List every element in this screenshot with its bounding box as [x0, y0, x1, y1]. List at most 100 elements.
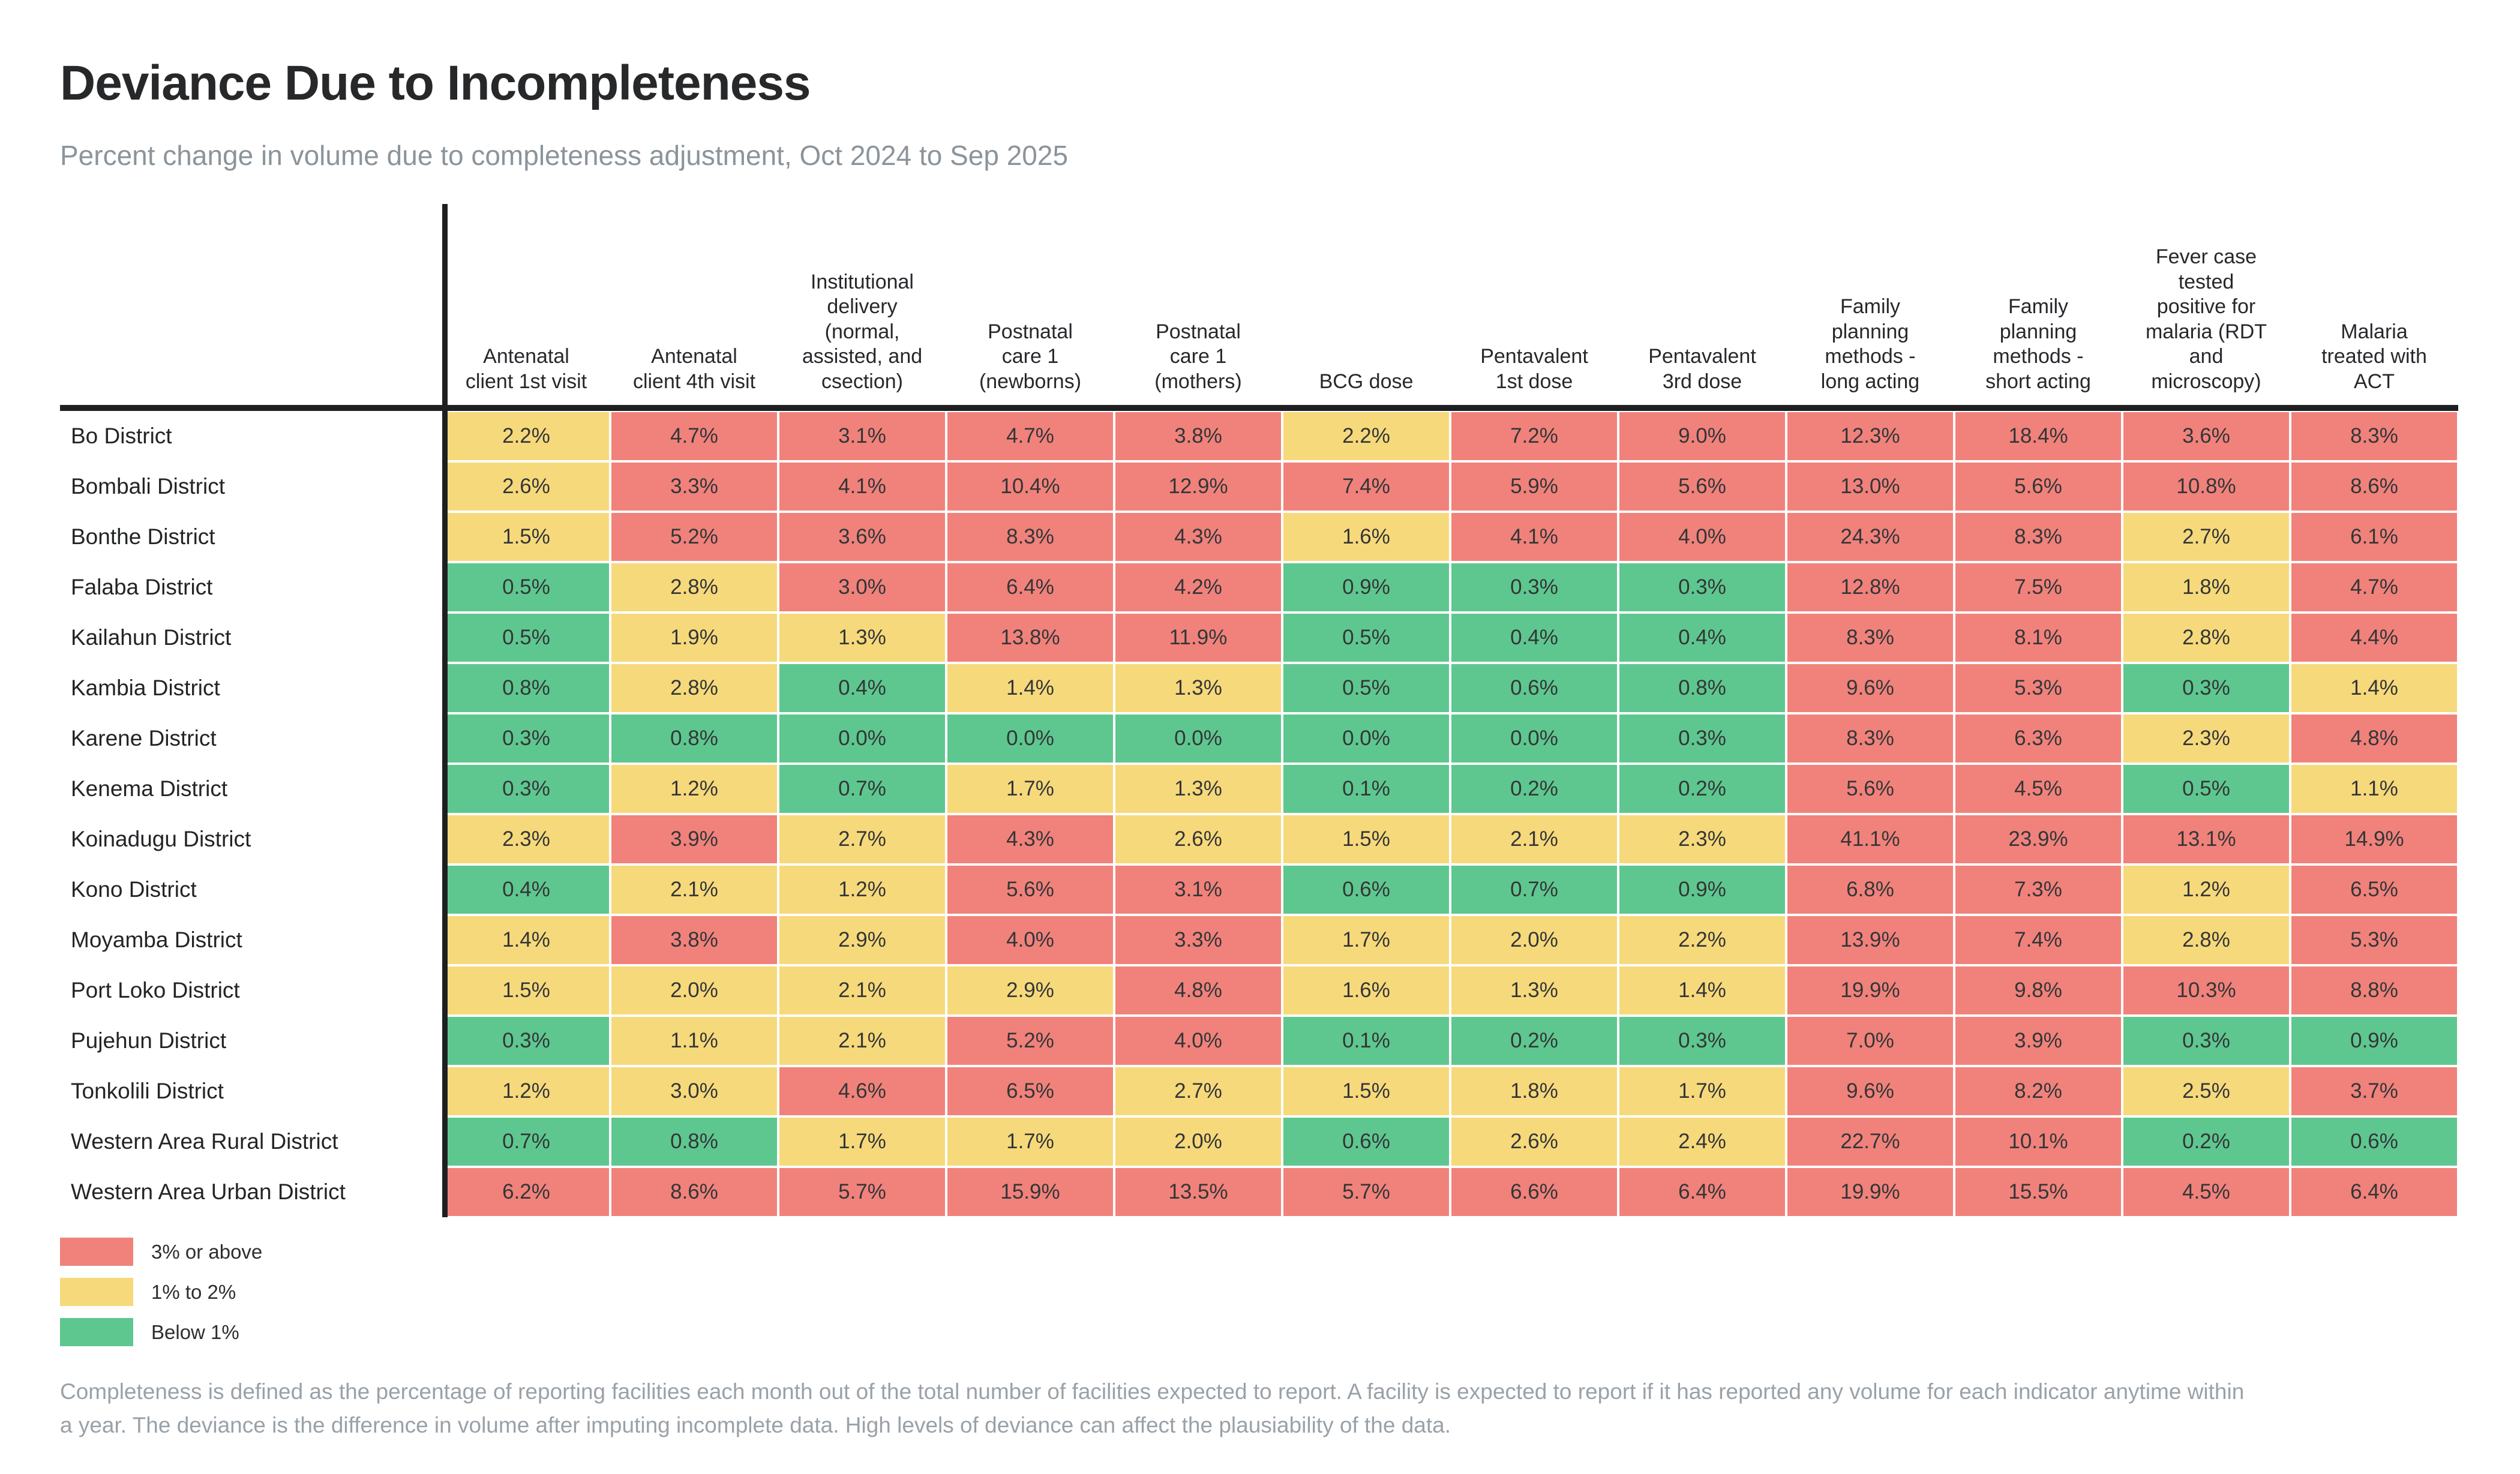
heatmap-cell: 8.3%	[2290, 411, 2458, 461]
heatmap-cell: 0.5%	[442, 562, 610, 613]
heatmap-cell: 5.3%	[2290, 915, 2458, 965]
heatmap-cell: 4.7%	[946, 411, 1114, 461]
legend-label: 3% or above	[151, 1240, 263, 1263]
heatmap-cell: 3.6%	[2122, 411, 2290, 461]
heatmap-cell: 8.2%	[1954, 1066, 2122, 1116]
heatmap-cell: 0.4%	[778, 663, 946, 713]
heatmap-cell: 1.6%	[1282, 965, 1450, 1016]
heatmap-cell: 0.5%	[2122, 764, 2290, 814]
heatmap-cell: 6.8%	[1786, 864, 1954, 915]
heatmap-cell: 3.6%	[778, 512, 946, 562]
column-header: Antenatal client 1st visit	[465, 345, 587, 393]
heatmap-cell: 4.0%	[1114, 1016, 1282, 1066]
heatmap-cell: 6.3%	[1954, 713, 2122, 764]
heatmap-cell: 2.9%	[946, 965, 1114, 1016]
heatmap-cell: 4.2%	[1114, 562, 1282, 613]
heatmap-cell: 2.6%	[1450, 1116, 1618, 1167]
heatmap-cell: 2.8%	[2122, 613, 2290, 663]
heatmap-cell: 4.5%	[2122, 1167, 2290, 1217]
heatmap-cell: 3.8%	[610, 915, 778, 965]
heatmap-cell: 1.1%	[2290, 764, 2458, 814]
heatmap-cell: 2.7%	[2122, 512, 2290, 562]
heatmap-cell: 0.3%	[442, 764, 610, 814]
heatmap-cell: 8.8%	[2290, 965, 2458, 1016]
heatmap-cell: 4.7%	[610, 411, 778, 461]
heatmap-cell: 5.2%	[610, 512, 778, 562]
heatmap-cell: 0.8%	[610, 1116, 778, 1167]
heatmap-cell: 6.1%	[2290, 512, 2458, 562]
heatmap-cell: 2.8%	[610, 663, 778, 713]
heatmap-cell: 13.0%	[1786, 461, 1954, 512]
heatmap-cell: 0.3%	[442, 713, 610, 764]
heatmap-cell: 1.5%	[442, 965, 610, 1016]
heatmap-cell: 2.5%	[2122, 1066, 2290, 1116]
heatmap-cell: 14.9%	[2290, 814, 2458, 864]
row-label: Bo District	[60, 411, 442, 461]
heatmap-cell: 5.6%	[1786, 764, 1954, 814]
heatmap-cell: 7.3%	[1954, 864, 2122, 915]
heatmap-cell: 2.6%	[1114, 814, 1282, 864]
heatmap-cell: 0.7%	[1450, 864, 1618, 915]
heatmap-cell: 2.8%	[2122, 915, 2290, 965]
heatmap-cell: 0.1%	[1282, 1016, 1450, 1066]
heatmap-cell: 1.5%	[1282, 814, 1450, 864]
heatmap-cell: 0.7%	[778, 764, 946, 814]
column-header: Pentavalent 1st dose	[1480, 345, 1588, 393]
legend-item-green: Below 1%	[60, 1318, 262, 1346]
heatmap-cell: 1.4%	[1618, 965, 1786, 1016]
heatmap-cell: 12.8%	[1786, 562, 1954, 613]
heatmap-cell: 5.7%	[1282, 1167, 1450, 1217]
heatmap-cell: 2.0%	[610, 965, 778, 1016]
heatmap-cell: 2.8%	[610, 562, 778, 613]
heatmap-cell: 5.6%	[1618, 461, 1786, 512]
row-label: Kambia District	[60, 663, 442, 713]
heatmap-cell: 1.5%	[442, 512, 610, 562]
heatmap-cell: 1.4%	[2290, 663, 2458, 713]
heatmap-cell: 0.3%	[1618, 713, 1786, 764]
heatmap-cell: 7.0%	[1786, 1016, 1954, 1066]
heatmap-cell: 22.7%	[1786, 1116, 1954, 1167]
heatmap-cell: 5.6%	[946, 864, 1114, 915]
heatmap-cell: 0.8%	[610, 713, 778, 764]
heatmap-cell: 0.0%	[946, 713, 1114, 764]
heatmap-cell: 5.3%	[1954, 663, 2122, 713]
header-divider-line	[60, 405, 2458, 411]
heatmap-cell: 4.3%	[1114, 512, 1282, 562]
heatmap-cell: 13.9%	[1786, 915, 1954, 965]
heatmap-cell: 0.0%	[1282, 713, 1450, 764]
heatmap-cell: 0.8%	[1618, 663, 1786, 713]
heatmap-cell: 4.4%	[2290, 613, 2458, 663]
heatmap-cell: 9.6%	[1786, 1066, 1954, 1116]
heatmap-cell: 3.8%	[1114, 411, 1282, 461]
heatmap-cell: 2.3%	[442, 814, 610, 864]
heatmap-cell: 0.5%	[1282, 663, 1450, 713]
heatmap-cell: 5.2%	[946, 1016, 1114, 1066]
heatmap-cell: 0.6%	[1282, 864, 1450, 915]
column-header: Postnatal care 1 (newborns)	[979, 320, 1082, 393]
column-header: Family planning methods - long acting	[1820, 295, 1920, 393]
heatmap-cell: 0.2%	[1618, 764, 1786, 814]
heatmap-cell: 1.9%	[610, 613, 778, 663]
heatmap-cell: 10.3%	[2122, 965, 2290, 1016]
row-label: Pujehun District	[60, 1016, 442, 1066]
heatmap-cell: 0.4%	[1618, 613, 1786, 663]
heatmap-cell: 4.8%	[1114, 965, 1282, 1016]
heatmap-cell: 4.1%	[778, 461, 946, 512]
heatmap-cell: 0.7%	[442, 1116, 610, 1167]
heatmap-cell: 19.9%	[1786, 1167, 1954, 1217]
row-label: Tonkolili District	[60, 1066, 442, 1116]
heatmap-cell: 0.6%	[2290, 1116, 2458, 1167]
heatmap-cell: 0.3%	[2122, 663, 2290, 713]
column-header: Antenatal client 4th visit	[632, 345, 756, 393]
heatmap-cell: 3.1%	[1114, 864, 1282, 915]
heatmap-cell: 5.6%	[1954, 461, 2122, 512]
heatmap-cell: 4.1%	[1450, 512, 1618, 562]
label-divider-line	[442, 204, 448, 1217]
heatmap-cell: 6.4%	[2290, 1167, 2458, 1217]
legend: 3% or above 1% to 2% Below 1%	[60, 1238, 262, 1358]
heatmap-cell: 11.9%	[1114, 613, 1282, 663]
heatmap-cell: 10.1%	[1954, 1116, 2122, 1167]
heatmap-cell: 7.4%	[1954, 915, 2122, 965]
heatmap-cell: 2.2%	[1282, 411, 1450, 461]
column-header: Postnatal care 1 (mothers)	[1154, 320, 1242, 393]
